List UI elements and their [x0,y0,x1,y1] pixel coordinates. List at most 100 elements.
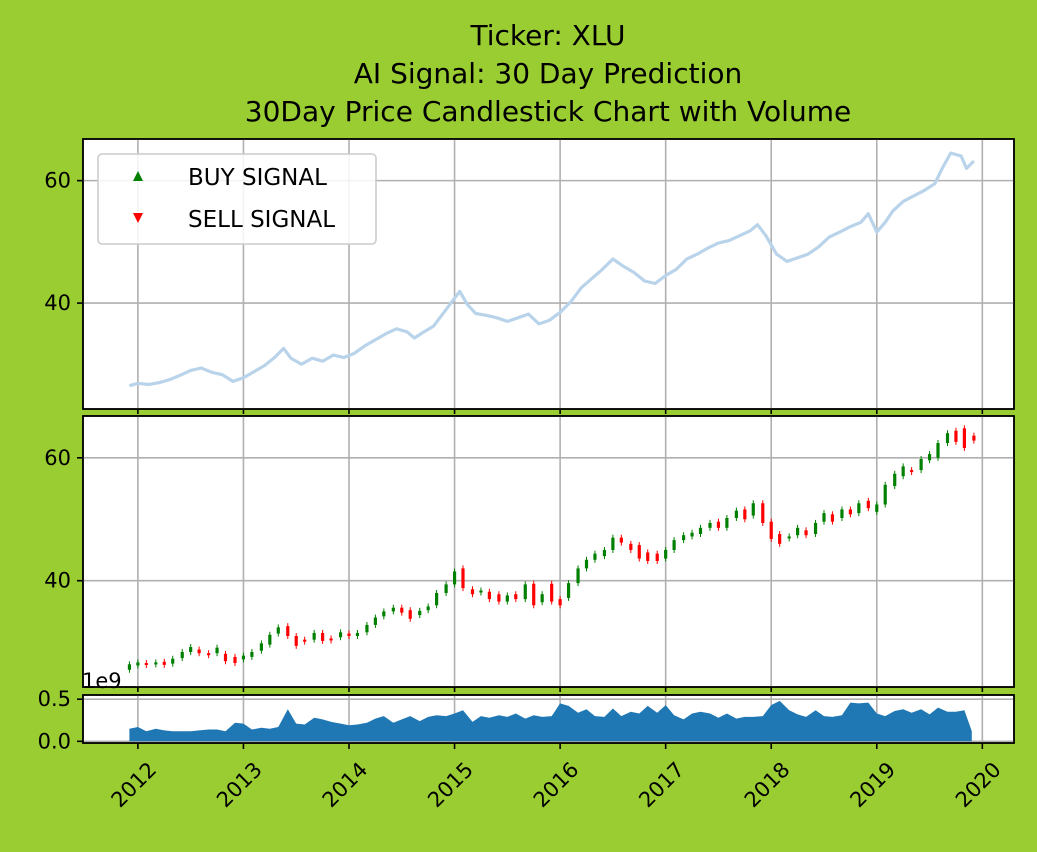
xtick-label-2017: 2017 [634,757,689,812]
candle-up [426,606,430,611]
xtick-label-2014: 2014 [318,757,373,812]
candle-up [435,592,439,606]
candle-up [708,522,712,528]
candle-down [514,594,518,600]
candle-ytick-label: 60 [44,446,71,470]
candle-up [444,584,448,593]
candle-down [646,552,650,562]
xtick-label-2020: 2020 [951,757,1006,812]
candle-up [682,535,686,541]
candle-up [919,459,923,471]
candle-up [171,658,175,664]
candle-down [461,568,465,589]
volume-series-area [129,700,972,742]
candle-down [347,633,351,636]
candle-up [875,504,879,512]
candle-up [725,518,729,528]
candle-up [373,617,377,625]
candle-up [355,632,360,636]
candle-up [602,549,607,557]
candle-down [408,610,412,619]
candle-down [286,626,290,636]
candle-down [470,589,475,595]
xtick-label-2012: 2012 [107,757,162,812]
candle-down [743,509,747,520]
candle-down [830,514,835,522]
xtick-label-2019: 2019 [845,757,900,812]
candle-up [312,632,316,640]
candle-down [532,583,536,606]
candle-up [936,443,940,458]
candle-down [761,503,765,523]
candle-down [804,530,808,536]
candle-up [690,532,694,537]
candle-down [972,435,976,441]
candle-down [294,635,298,646]
candle-up [901,466,905,477]
sell-signal-marker-icon [133,213,143,223]
candle-up [268,634,272,645]
candle-up [365,624,369,633]
candle-down [637,545,641,559]
candle-down [497,594,501,602]
candle-up [584,559,589,569]
candle-down [207,653,211,656]
xtick-label-2018: 2018 [740,757,795,812]
volume-ytick-label: 0.0 [38,729,71,753]
candle-down [144,663,148,666]
candle-up [672,540,676,550]
candle-down [550,583,554,602]
candle-up [566,583,571,598]
candle-down [162,661,166,665]
candle-up [215,647,219,654]
candle-down [558,599,562,606]
candle-up [945,433,950,444]
candle-down [400,607,404,613]
title-line-1: Ticker: XLU [469,19,625,52]
candle-up [698,527,703,534]
candle-down [769,521,773,539]
price-ytick-label: 60 [44,169,71,193]
candle-up [787,536,791,539]
candle-up [505,595,509,602]
candle-ytick-label: 40 [44,569,71,593]
candle-up [840,509,844,519]
candle-up [523,584,527,600]
candle-up [734,510,738,519]
candle-down [866,500,870,509]
candle-up [611,537,615,550]
candle-up [927,454,932,461]
buy-signal-marker-icon [133,171,143,181]
candle-down [487,591,491,600]
legend-buy-label: BUY SIGNAL [188,165,327,191]
candle-up [276,627,280,634]
candlestick-panel: 40 60 [44,415,1015,688]
candle-down [716,521,721,528]
xtick-label-2013: 2013 [212,757,267,812]
candle-up [664,549,668,559]
candle-down [962,428,966,448]
candle-up [822,513,826,522]
volume-ytick-label: 0.5 [38,687,71,711]
candle-down [197,649,201,654]
candle-up [452,571,457,585]
candle-up [576,568,580,584]
candle-up [479,590,483,593]
title-line-2: AI Signal: 30 Day Prediction [354,57,742,90]
candle-up [813,522,818,534]
price-panel: 40 60 BUY SIGNAL SELL SIGNAL [44,138,1015,410]
candle-up [796,527,800,536]
legend-box [97,153,377,245]
candle-up [136,662,140,666]
candle-up [189,647,193,652]
candle-down [778,533,782,544]
candle-up [154,662,158,665]
title-line-3: 30Day Price Candlestick Chart with Volum… [245,95,851,128]
candle-up [893,473,897,487]
legend-sell-label: SELL SIGNAL [188,207,335,233]
candle-up [180,651,184,659]
candle-down [619,537,623,543]
candle-up [391,607,395,612]
candle-up [241,655,246,660]
